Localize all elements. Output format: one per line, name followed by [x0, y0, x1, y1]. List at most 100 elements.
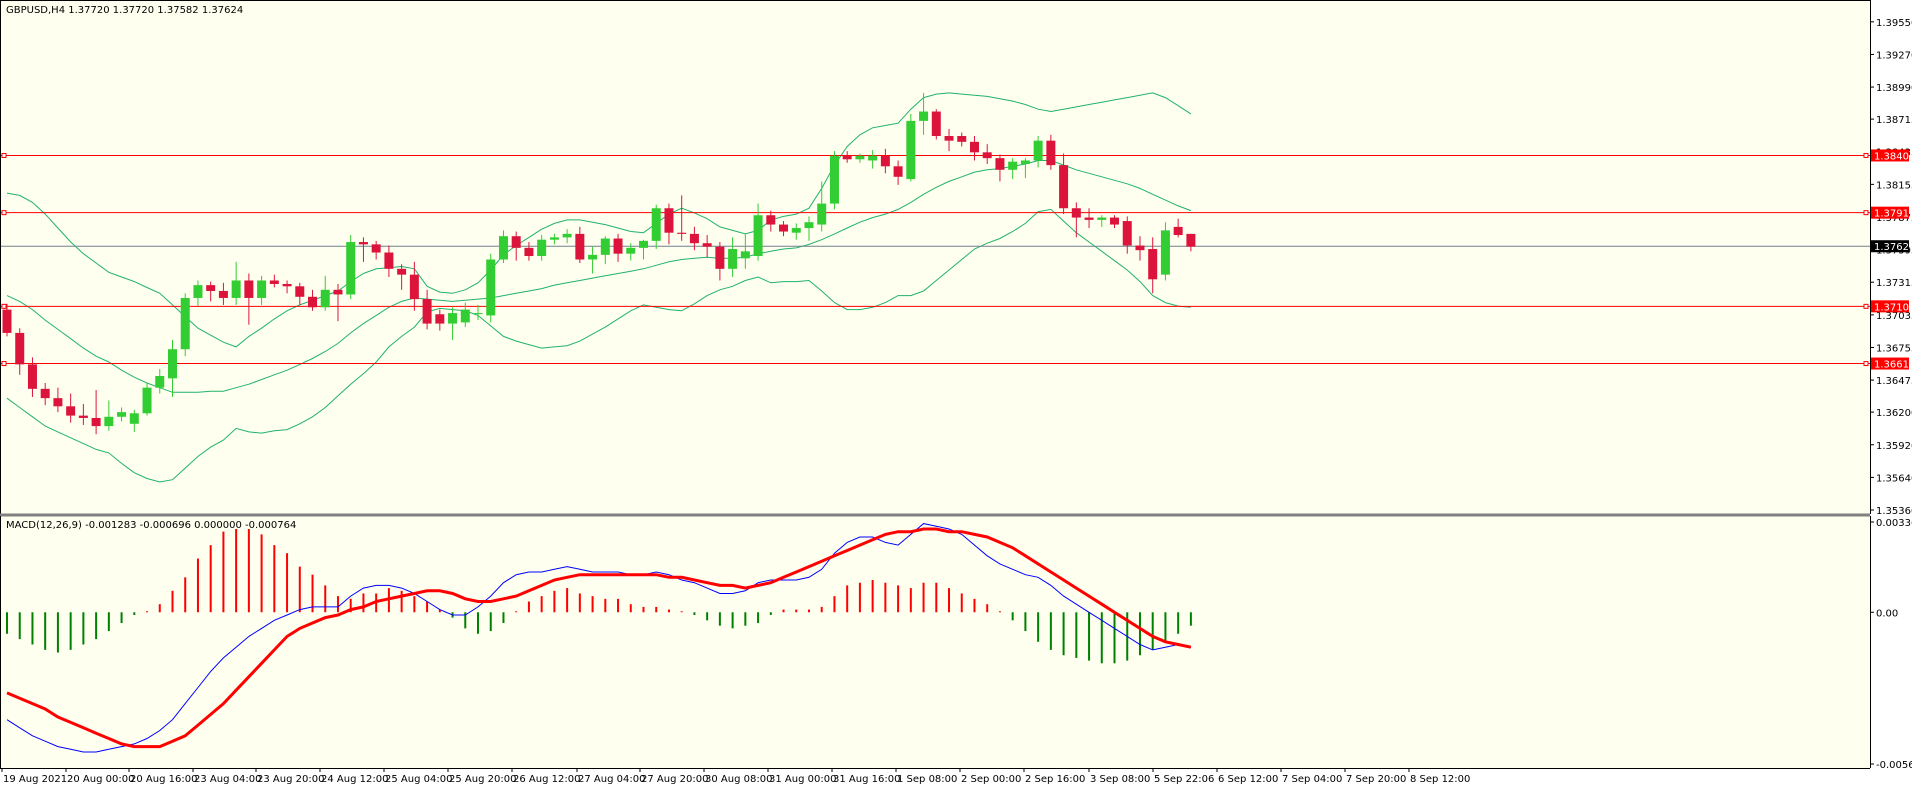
- time-tick-label: 27 Aug 04:00: [578, 774, 645, 785]
- candle-body: [358, 242, 368, 245]
- candle: [1046, 134, 1056, 170]
- candle: [155, 369, 165, 394]
- candle: [142, 383, 152, 416]
- candle: [1110, 215, 1120, 229]
- candle: [740, 233, 750, 269]
- candle: [1173, 218, 1183, 238]
- level-price-label-bg: [1871, 357, 1909, 370]
- candle-body: [919, 111, 929, 121]
- candle-body: [753, 215, 763, 257]
- macd-axis: 0.00336 0.00 -0.005648: [1870, 518, 1912, 771]
- price-tick-label: 1.37035: [1876, 311, 1912, 322]
- candle-body: [1084, 217, 1094, 220]
- candle-body: [893, 166, 903, 177]
- candle-body: [1046, 140, 1056, 166]
- candle: [1008, 158, 1018, 180]
- candle-body: [1122, 221, 1132, 246]
- candle: [511, 231, 521, 261]
- candle-body: [511, 236, 521, 248]
- candle-body: [295, 286, 305, 297]
- candle: [384, 245, 394, 277]
- candle-body: [957, 136, 967, 142]
- candle-body: [27, 364, 37, 389]
- candle: [371, 240, 381, 260]
- time-tick-label: 31 Aug 16:00: [833, 774, 900, 785]
- candle: [1160, 222, 1170, 281]
- candle-body: [702, 243, 712, 247]
- candle: [626, 243, 636, 261]
- candle-body: [346, 242, 356, 295]
- candle-body: [333, 289, 343, 295]
- time-tick-label: 23 Aug 20:00: [257, 774, 324, 785]
- candle-body: [15, 332, 25, 365]
- level-line-handle: [1863, 210, 1869, 216]
- candle-body: [422, 299, 432, 324]
- time-tick-label: 20 Aug 00:00: [67, 774, 134, 785]
- candle: [817, 181, 827, 232]
- time-tick-label: 2 Sep 00:00: [961, 774, 1021, 785]
- candle: [409, 261, 419, 311]
- candle-body: [740, 251, 750, 259]
- candle: [244, 273, 254, 325]
- candle: [779, 221, 789, 237]
- candle-body: [880, 155, 890, 167]
- candle-body: [397, 268, 407, 275]
- level-line-handle: [1, 152, 7, 158]
- candle-body: [180, 297, 190, 350]
- candle-body: [244, 280, 254, 298]
- candle-body: [167, 349, 177, 379]
- candle-body: [1110, 217, 1120, 225]
- candle: [78, 403, 88, 425]
- candle-body: [218, 290, 228, 298]
- time-tick-label: 23 Aug 04:00: [194, 774, 261, 785]
- candle-body: [2, 309, 12, 333]
- candle-body: [855, 155, 865, 160]
- candle: [1033, 136, 1043, 168]
- candle: [91, 389, 101, 435]
- candle: [919, 92, 929, 135]
- candle-body: [817, 203, 827, 225]
- level-price-labels: 1.38403 1.37912 1.37108 1.36617 1.37624: [1871, 149, 1912, 371]
- candle-body: [931, 111, 941, 137]
- candle-body: [982, 152, 992, 159]
- candle-body: [53, 398, 63, 407]
- candle: [868, 149, 878, 169]
- macd-tick-label: -0.005648: [1876, 760, 1912, 771]
- candle-body: [320, 289, 330, 308]
- candle: [549, 233, 559, 245]
- candle: [129, 409, 139, 432]
- candle: [486, 253, 496, 323]
- candle-body: [651, 208, 661, 241]
- bollinger-bands: [6, 92, 1192, 483]
- time-tick-label: 24 Aug 12:00: [321, 774, 388, 785]
- right-axis-background: [1870, 0, 1912, 790]
- candle: [346, 235, 356, 300]
- macd-tick-label: 0.00: [1876, 608, 1898, 619]
- candle: [524, 242, 534, 261]
- candle: [397, 264, 407, 290]
- candle: [1059, 153, 1069, 215]
- level-price-label-bg: [1871, 149, 1909, 162]
- candle: [969, 136, 979, 161]
- candle: [855, 153, 865, 163]
- candle-body: [384, 252, 394, 269]
- candle: [15, 328, 25, 375]
- macd-main-line: [6, 523, 1192, 753]
- candle: [537, 235, 547, 261]
- candle-body: [715, 246, 725, 269]
- candle-body: [524, 247, 534, 257]
- candle: [651, 204, 661, 250]
- candle: [957, 132, 967, 147]
- level-line-handle: [1, 303, 7, 309]
- candle-body: [588, 254, 598, 260]
- candle-body: [728, 249, 738, 269]
- candle-body: [257, 280, 267, 298]
- candle: [320, 275, 330, 311]
- main-panel-background: [0, 0, 1870, 514]
- price-tick-label: 1.37315: [1876, 278, 1912, 289]
- bollinger-middle-band: [6, 160, 1192, 393]
- time-tick-label: 5 Sep 22:06: [1154, 774, 1214, 785]
- time-tick-label: 1 Sep 08:00: [897, 774, 957, 785]
